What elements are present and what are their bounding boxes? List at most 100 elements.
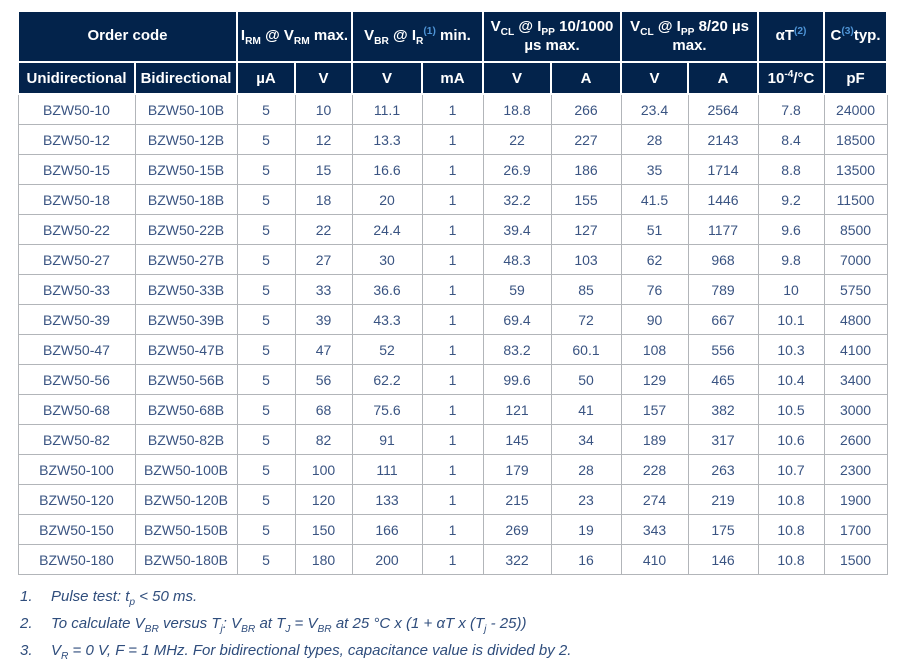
table-cell: 10.8 [757, 484, 825, 515]
table-row: BZW50-33 BZW50-33B 5 33 36.6 1 59 85 76 789 10 5750 [17, 274, 888, 305]
table-row: BZW50-39 BZW50-39B 5 39 43.3 1 69.4 72 90 667 10.1… [17, 304, 888, 335]
table-cell: 166 [351, 514, 423, 545]
subheader-unidirectional: Unidirectional [17, 61, 136, 95]
table-cell: 62 [620, 244, 689, 275]
table-cell: 22 [294, 214, 353, 245]
table-cell: 39 [294, 304, 353, 335]
table-cell: 1 [421, 484, 484, 515]
table-cell: 1 [421, 544, 484, 575]
table-cell: 5 [236, 424, 296, 455]
table-cell: BZW50-100 [17, 454, 136, 485]
table-cell: 23.4 [620, 93, 689, 125]
table-cell: 5 [236, 394, 296, 425]
footnote-1: 1. Pulse test: tp < 50 ms. [20, 587, 886, 608]
table-row: BZW50-82 BZW50-82B 5 82 91 1 145 34 189 317 10.6 26… [17, 424, 888, 455]
table-row: BZW50-150 BZW50-150B 5 150 166 1 269 19 343 175 10… [17, 514, 888, 545]
table-cell: 91 [351, 424, 423, 455]
table-cell: 1 [421, 514, 484, 545]
table-cell: 2600 [823, 424, 888, 455]
table-cell: 32.2 [482, 184, 552, 215]
table-cell: BZW50-180 [17, 544, 136, 575]
table-cell: 5 [236, 454, 296, 485]
table-cell: 52 [351, 334, 423, 365]
table-cell: 9.8 [757, 244, 825, 275]
footnote-text: VR = 0 V, F = 1 MHz. For bidirectional t… [51, 642, 572, 662]
unit-v-cl2: V [620, 61, 690, 95]
table-cell: 269 [482, 514, 552, 545]
table-cell: 59 [482, 274, 552, 305]
table-cell: 16.6 [351, 154, 423, 185]
table-cell: 83.2 [482, 334, 552, 365]
table-cell: 1 [421, 274, 484, 305]
unit-a-cl2: A [687, 61, 760, 95]
unit-ma: mA [420, 61, 485, 95]
table-cell: BZW50-15 [17, 154, 136, 185]
table-cell: 322 [482, 544, 552, 575]
spec-table: Order code IRM @ VRM max. VBR @ IR(1) mi… [17, 10, 889, 575]
table-cell: 18500 [823, 124, 888, 155]
unit-v-rm: V [294, 61, 353, 95]
table-cell: BZW50-39B [134, 304, 238, 335]
table-cell: 24000 [823, 93, 888, 125]
table-cell: 10.8 [757, 514, 825, 545]
table-cell: 47 [294, 334, 353, 365]
table-cell: 5 [236, 274, 296, 305]
table-cell: 36.6 [351, 274, 423, 305]
table-cell: BZW50-56B [134, 364, 238, 395]
table-cell: BZW50-100B [134, 454, 238, 485]
table-cell: 5 [236, 214, 296, 245]
table-row: BZW50-27 BZW50-27B 5 27 30 1 48.3 103 62 968 9.8 70… [17, 244, 888, 275]
footnote-number: 1. [20, 588, 33, 605]
table-cell: 145 [482, 424, 552, 455]
table-cell: 41 [550, 394, 622, 425]
table-row: BZW50-12 BZW50-12B 5 12 13.3 1 22 227 28 2143 8.4 1… [17, 124, 888, 155]
table-cell: BZW50-27 [17, 244, 136, 275]
table-cell: 5 [236, 184, 296, 215]
table-row: BZW50-47 BZW50-47B 5 47 52 1 83.2 60.1 108 556 10.… [17, 334, 888, 365]
unit-v-cl1: V [482, 61, 553, 95]
table-cell: BZW50-82 [17, 424, 136, 455]
header-vcl-10-1000: VCL @ IPP 10/1000 µs max. [482, 10, 623, 63]
table-cell: 24.4 [351, 214, 423, 245]
table-cell: 1700 [823, 514, 888, 545]
table-cell: 10 [757, 274, 825, 305]
table-cell: 1714 [687, 154, 759, 185]
table-cell: 27 [294, 244, 353, 275]
header-units-row: Unidirectional Bidirectional µA V V mA V… [17, 61, 889, 95]
table-cell: 129 [620, 364, 689, 395]
table-row: BZW50-15 BZW50-15B 5 15 16.6 1 26.9 186 35 1714 8.… [17, 154, 888, 185]
table-cell: 5 [236, 124, 296, 155]
table-cell: 9.2 [757, 184, 825, 215]
table-cell: BZW50-33B [134, 274, 238, 305]
table-cell: 103 [550, 244, 622, 275]
table-cell: 121 [482, 394, 552, 425]
table-cell: 26.9 [482, 154, 552, 185]
table-cell: BZW50-56 [17, 364, 136, 395]
table-cell: 4100 [823, 334, 888, 365]
spec-table-body: BZW50-10 BZW50-10B 5 10 11.1 1 18.8 266 23.4 2564… [17, 93, 888, 575]
table-cell: BZW50-68 [17, 394, 136, 425]
table-cell: 20 [351, 184, 423, 215]
table-cell: BZW50-10 [17, 93, 136, 125]
table-cell: BZW50-39 [17, 304, 136, 335]
table-row: BZW50-120 BZW50-120B 5 120 133 1 215 23 274 219 10… [17, 484, 888, 515]
table-cell: 76 [620, 274, 689, 305]
footnote-number: 3. [20, 642, 33, 659]
table-cell: BZW50-22 [17, 214, 136, 245]
table-cell: 2300 [823, 454, 888, 485]
table-cell: 15 [294, 154, 353, 185]
table-cell: 1 [421, 304, 484, 335]
table-cell: 175 [687, 514, 759, 545]
table-cell: 146 [687, 544, 759, 575]
unit-pf: pF [823, 61, 889, 95]
table-cell: 1 [421, 424, 484, 455]
table-cell: 667 [687, 304, 759, 335]
table-cell: 1177 [687, 214, 759, 245]
table-cell: BZW50-82B [134, 424, 238, 455]
table-cell: 263 [687, 454, 759, 485]
footnote-number: 2. [20, 615, 33, 632]
header-irm-vrm: IRM @ VRM max. [236, 10, 353, 63]
footnote-2: 2. To calculate VBR versus Tj: VBR at TJ… [20, 614, 886, 635]
table-row: BZW50-56 BZW50-56B 5 56 62.2 1 99.6 50 129 465 10.… [17, 364, 888, 395]
